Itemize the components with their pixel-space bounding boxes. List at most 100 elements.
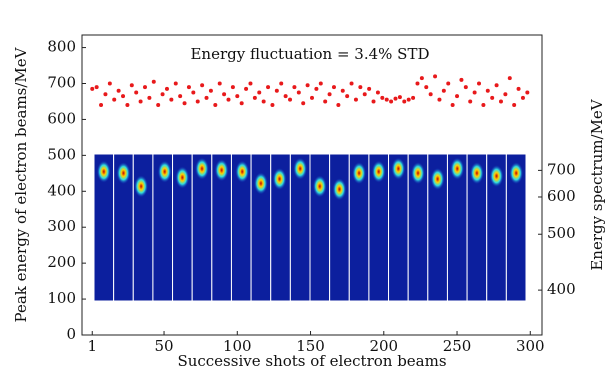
point bbox=[446, 81, 451, 86]
spectrum-blob bbox=[272, 167, 287, 190]
point bbox=[125, 103, 130, 108]
point bbox=[437, 97, 442, 102]
point bbox=[516, 86, 521, 91]
spectra-strip bbox=[93, 153, 527, 302]
point bbox=[411, 95, 416, 100]
spectrum-blob bbox=[116, 162, 131, 185]
point bbox=[477, 81, 482, 86]
point bbox=[244, 86, 249, 91]
point bbox=[402, 99, 407, 104]
spectrum-blob bbox=[371, 160, 386, 183]
spectrum-panel bbox=[329, 153, 350, 302]
point bbox=[455, 94, 460, 99]
point bbox=[296, 90, 301, 95]
spectrum-blob bbox=[96, 160, 111, 183]
point bbox=[520, 95, 525, 100]
spectrum-blob bbox=[175, 166, 190, 189]
point bbox=[142, 85, 147, 90]
x-tick-label: 250 bbox=[443, 337, 472, 355]
spectrum-blob bbox=[332, 178, 347, 201]
point bbox=[94, 85, 99, 90]
point bbox=[230, 85, 235, 90]
spectrum-blob bbox=[489, 165, 504, 188]
point bbox=[121, 94, 126, 99]
point bbox=[257, 90, 262, 95]
point bbox=[367, 86, 372, 91]
y-tick-label: 700 bbox=[47, 74, 76, 92]
spectrum-blob bbox=[157, 160, 172, 183]
x-tick-label: 100 bbox=[223, 337, 252, 355]
point bbox=[305, 83, 310, 88]
spectrum-blob bbox=[293, 157, 308, 180]
point bbox=[345, 94, 350, 99]
point bbox=[90, 86, 95, 91]
point bbox=[318, 81, 323, 86]
point bbox=[129, 83, 134, 88]
x-tick-label: 300 bbox=[516, 337, 545, 355]
point bbox=[217, 81, 222, 86]
spectrum-blob bbox=[391, 157, 406, 180]
point bbox=[375, 90, 380, 95]
point bbox=[468, 99, 473, 104]
point bbox=[195, 99, 200, 104]
point bbox=[397, 95, 402, 100]
point bbox=[380, 95, 385, 100]
spectrum-blob bbox=[470, 162, 484, 185]
point bbox=[301, 101, 306, 106]
point bbox=[204, 95, 209, 100]
y-tick-label: 200 bbox=[47, 253, 76, 271]
x-tick-label: 50 bbox=[154, 337, 173, 355]
point bbox=[340, 88, 345, 93]
y2-tick-label: 400 bbox=[547, 280, 576, 298]
point bbox=[393, 96, 398, 101]
point bbox=[186, 85, 191, 90]
y-tick-label: 800 bbox=[47, 38, 76, 56]
point bbox=[358, 85, 363, 90]
spectrum-panel bbox=[505, 153, 527, 302]
y-tick-label: 100 bbox=[47, 289, 76, 307]
point bbox=[160, 92, 165, 97]
spectrum-blob bbox=[195, 157, 209, 180]
point bbox=[156, 103, 161, 108]
point bbox=[314, 86, 319, 91]
point bbox=[463, 85, 468, 90]
y-tick-label: 600 bbox=[47, 109, 76, 127]
point bbox=[235, 94, 240, 99]
point bbox=[266, 85, 271, 90]
y2-tick-label: 700 bbox=[547, 160, 576, 178]
point bbox=[182, 101, 187, 106]
point bbox=[441, 88, 446, 93]
point bbox=[384, 97, 389, 102]
point bbox=[292, 85, 297, 90]
point bbox=[415, 81, 420, 86]
point bbox=[459, 77, 464, 82]
point bbox=[310, 95, 314, 100]
y-tick-label: 300 bbox=[47, 217, 76, 235]
point bbox=[494, 83, 499, 88]
x-tick-label: 150 bbox=[296, 337, 325, 355]
spectrum-blob bbox=[312, 175, 327, 198]
spectrum-blob bbox=[509, 162, 524, 185]
spectrum-blob bbox=[214, 159, 229, 182]
point bbox=[472, 90, 477, 95]
point bbox=[349, 81, 354, 86]
x-tick-label: 200 bbox=[369, 337, 398, 355]
point bbox=[327, 92, 332, 97]
point bbox=[433, 74, 438, 79]
y2-axis-title: Energy spectrum/MeV bbox=[588, 98, 606, 270]
point bbox=[213, 103, 218, 108]
point bbox=[252, 95, 257, 100]
y-axis-title: Peak energy of electron beams/MeV bbox=[12, 46, 30, 322]
point bbox=[498, 99, 503, 104]
point bbox=[362, 92, 367, 97]
point bbox=[103, 92, 108, 97]
point bbox=[208, 88, 213, 93]
spectrum-blob bbox=[134, 175, 148, 198]
y2-tick-label: 500 bbox=[547, 224, 576, 242]
x-axis-title: Successive shots of electron beams bbox=[177, 352, 446, 370]
point bbox=[419, 76, 424, 81]
point bbox=[138, 99, 143, 104]
point bbox=[173, 81, 178, 86]
point bbox=[331, 85, 336, 90]
y-tick-label: 400 bbox=[47, 181, 76, 199]
